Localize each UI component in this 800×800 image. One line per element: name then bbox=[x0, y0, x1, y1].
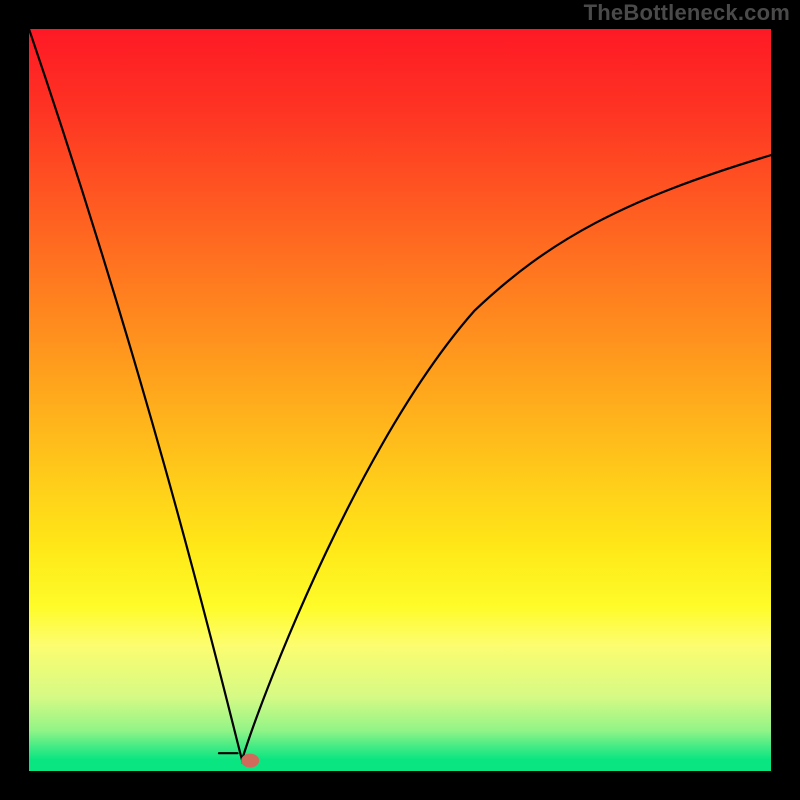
plot-area bbox=[29, 29, 771, 771]
chart-container: TheBottleneck.com bbox=[0, 0, 800, 800]
watermark-text: TheBottleneck.com bbox=[584, 0, 790, 26]
plot-svg bbox=[29, 29, 771, 771]
optimum-marker bbox=[241, 754, 259, 768]
gradient-background bbox=[29, 29, 771, 771]
